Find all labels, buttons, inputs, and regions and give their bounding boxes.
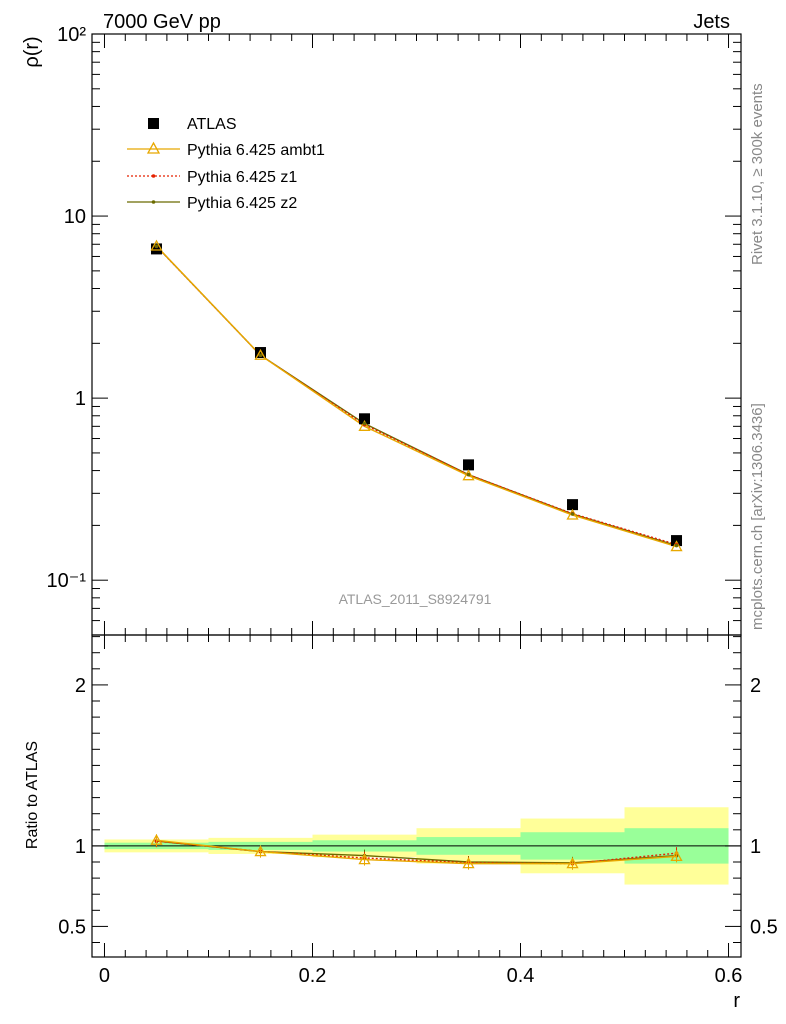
x-tick-label: 0.4 [507, 965, 535, 987]
data-point-atlas [567, 499, 579, 511]
rivet-label: Rivet 3.1.10, ≥ 300k events [749, 83, 766, 265]
ratio-y-tick-label-right: 1 [750, 836, 761, 858]
ratio-line-pythia-6-425-z1 [156, 840, 677, 865]
data-point-pythia-6-425-ambt1 [462, 469, 475, 481]
legend-entry-z1: Pythia 6.425 z1 [127, 169, 297, 186]
ratio-frame [91, 634, 742, 958]
data-point-atlas [358, 413, 370, 425]
ratio-point-pythia-6-425-ambt1 [670, 850, 683, 862]
ratio-line-pythia-6-425-ambt1 [156, 839, 677, 865]
ratio-y-tick-label-left: 0.5 [58, 916, 86, 938]
legend-label-ambt1: Pythia 6.425 ambt1 [187, 142, 325, 159]
ratio-point-pythia-6-425-ambt1 [566, 857, 579, 869]
x-tick-label: 0 [99, 965, 110, 987]
header-left: 7000 GeV pp [103, 11, 221, 33]
series-line-pythia-6-425-z2 [155, 245, 677, 547]
main-y-tick-label: 10² [57, 24, 86, 46]
ratio-point-pythia-6-425-ambt1 [358, 853, 371, 865]
main-panel: ρ(r) ATLAS_2011_S8924791 10⁻¹ 1 10 10² [21, 24, 742, 636]
data-point-pythia-6-425-ambt1 [670, 540, 683, 552]
data-point-pythia-6-425-ambt1 [566, 508, 579, 520]
legend-label-z2: Pythia 6.425 z2 [187, 195, 297, 212]
ratio-y-tick-label-left: 2 [75, 675, 86, 697]
legend-entry-ambt1: Pythia 6.425 ambt1 [127, 141, 325, 159]
legend-marker-z2 [151, 200, 156, 204]
x-tick-label: 0.2 [299, 965, 327, 987]
data-point-atlas [254, 347, 266, 359]
x-tick-label: 0.6 [715, 965, 743, 987]
legend-marker-z1 [151, 174, 156, 178]
legend-label-atlas: ATLAS [187, 116, 237, 133]
data-point-pythia-6-425-ambt1 [358, 419, 371, 431]
legend-entry-atlas: ATLAS [148, 116, 237, 133]
header-right: Jets [693, 11, 730, 33]
legend: ATLAS Pythia 6.425 ambt1 Pythia 6.425 z1… [127, 116, 325, 212]
series-line-pythia-6-425-z1 [155, 245, 677, 546]
ratio-y-tick-label-right: 2 [750, 675, 761, 697]
data-point-pythia-6-425-z2 [154, 244, 159, 249]
main-y-tick-label: 10 [64, 206, 86, 228]
data-point-pythia-6-425-z2 [570, 512, 575, 516]
mcplots-label: mcplots.cern.ch [arXiv:1306.3436] [749, 403, 766, 630]
data-point-atlas [463, 459, 475, 471]
series-line-pythia-6-425-ambt1 [155, 245, 677, 548]
legend-label-z1: Pythia 6.425 z1 [187, 169, 297, 186]
ratio-y-axis-label: Ratio to ATLAS [24, 741, 41, 849]
data-point-pythia-6-425-z2 [674, 543, 679, 548]
main-y-tick-label: 1 [75, 388, 86, 410]
main-y-axis-label: ρ(r) [21, 36, 43, 67]
data-point-pythia-6-425-z2 [466, 472, 471, 477]
ratio-point-pythia-6-425-ambt1 [150, 833, 163, 845]
data-point-atlas [150, 243, 162, 255]
ratio-point-pythia-6-425-ambt1 [254, 845, 267, 857]
data-point-pythia-6-425-ambt1 [254, 348, 267, 360]
legend-entry-z2: Pythia 6.425 z2 [127, 195, 297, 212]
main-y-tick-label: 10⁻¹ [47, 570, 87, 592]
data-point-pythia-6-425-ambt1 [150, 239, 163, 251]
ratio-y-tick-label-left: 1 [75, 836, 86, 858]
ratio-y-tick-label-right: 0.5 [750, 916, 778, 938]
x-axis-label: r [733, 990, 740, 1012]
watermark: ATLAS_2011_S8924791 [339, 591, 492, 607]
ratio-panel: Ratio to ATLAS r 0 0.2 0.4 0.6 0.5 0.5 1 1 2 2 [24, 634, 778, 1012]
legend-marker-atlas [148, 118, 159, 129]
legend-marker-ambt1 [146, 141, 161, 154]
data-point-pythia-6-425-z2 [258, 353, 263, 358]
ratio-point-pythia-6-425-ambt1 [462, 857, 475, 869]
data-point-pythia-6-425-z2 [362, 421, 367, 426]
